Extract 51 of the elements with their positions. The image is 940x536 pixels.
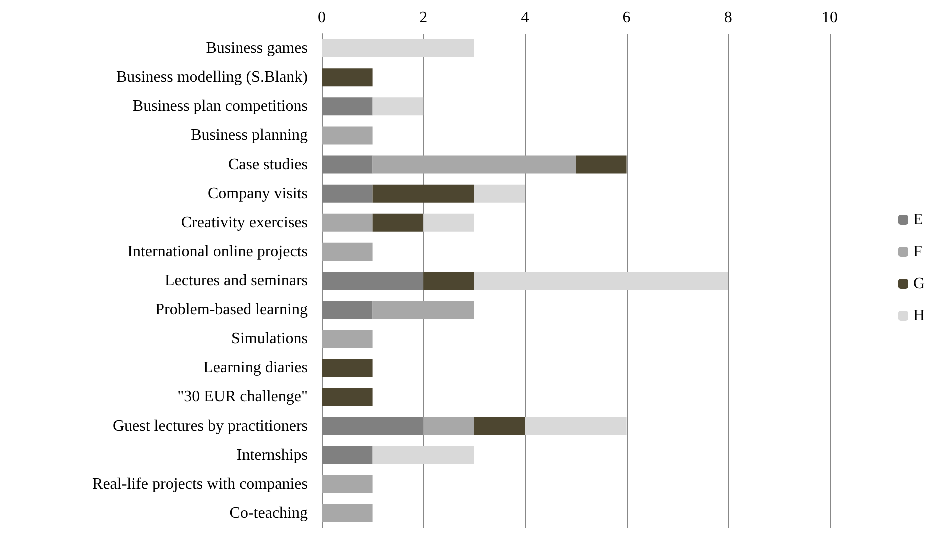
bar — [525, 417, 627, 436]
bar — [322, 68, 373, 87]
bar — [424, 214, 474, 232]
x-tick-label: 6 — [622, 10, 631, 26]
bar — [474, 272, 728, 290]
bar — [322, 504, 373, 522]
y-tick-label: Guest lectures by practitioners — [112, 418, 308, 435]
bar — [474, 184, 526, 203]
y-tick-label: International online projects — [128, 243, 308, 260]
bar — [322, 330, 373, 348]
y-tick-label: Case studies — [228, 156, 308, 174]
bar — [372, 446, 474, 464]
bar — [372, 301, 474, 320]
bar — [322, 475, 373, 494]
bar — [424, 272, 474, 290]
legend-label: G — [913, 276, 926, 292]
bar — [372, 184, 474, 203]
bar — [424, 417, 474, 436]
y-tick-label: Business plan competitions — [132, 98, 308, 116]
bar — [322, 388, 373, 406]
y-tick-label: Business games — [206, 40, 308, 58]
y-tick-label: Business modelling (S.Blank) — [116, 69, 308, 86]
y-tick-label: Creativity exercises — [181, 214, 308, 232]
y-tick-label: Lectures and seminars — [164, 272, 308, 290]
bar — [322, 214, 373, 232]
x-tick-label: 0 — [318, 10, 326, 26]
y-tick-label: Simulations — [232, 330, 308, 348]
y-tick-label: Real-life projects with companies — [92, 476, 308, 493]
bar — [372, 156, 576, 174]
bar — [372, 98, 424, 116]
bar — [322, 242, 373, 261]
bar — [474, 417, 526, 436]
bar — [322, 126, 373, 145]
y-tick-label: Co-teaching — [230, 504, 308, 522]
y-tick-label: "30 EUR challenge" — [178, 388, 308, 406]
x-tick-label: 2 — [420, 10, 428, 26]
y-tick-label: Problem-based learning — [156, 302, 308, 319]
bar — [322, 359, 373, 378]
x-tick-label: 10 — [822, 10, 838, 26]
bar — [372, 214, 424, 232]
y-tick-label: Company visits — [208, 185, 308, 202]
legend-label: H — [913, 308, 926, 324]
y-tick-label: Business planning — [191, 127, 308, 144]
bar — [576, 156, 627, 174]
y-tick-label: Internships — [236, 446, 308, 464]
x-tick-label: 4 — [521, 10, 530, 26]
x-tick-label: 8 — [724, 10, 732, 26]
legend-label: E — [913, 212, 924, 228]
y-tick-label: Learning diaries — [204, 360, 308, 377]
bar — [322, 40, 474, 58]
legend-label: F — [913, 244, 922, 260]
